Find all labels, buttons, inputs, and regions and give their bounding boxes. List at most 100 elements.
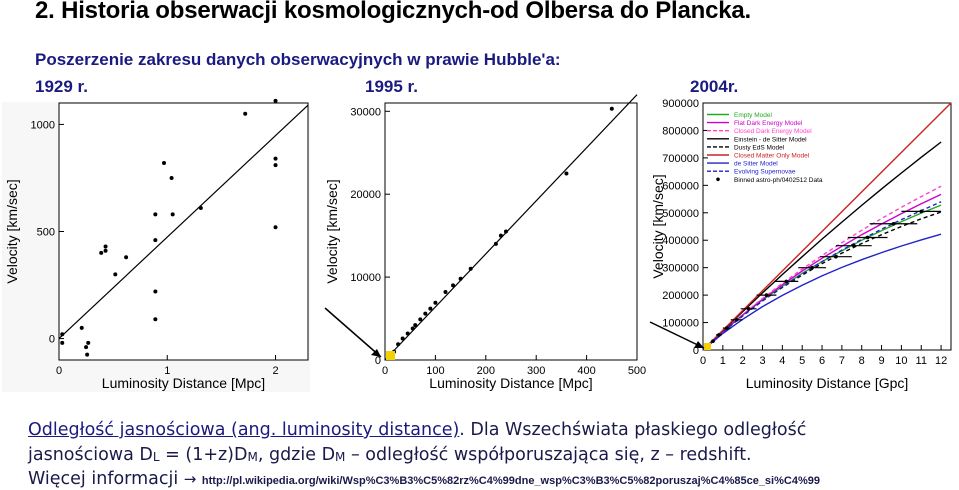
chart-1-data-point — [418, 317, 423, 322]
chart-0-x-tick-label: 0 — [56, 365, 62, 377]
body-line-1: Odległość jasnościowa (ang. luminosity d… — [28, 420, 806, 440]
chart-2-y-tick-label: 400000 — [662, 235, 699, 247]
slide-subtitle: Poszerzenie zakresu danych obserwacyjnyc… — [35, 50, 561, 69]
zoom-arrowhead-right — [694, 341, 704, 348]
chart-2-x-tick-label: 11 — [916, 355, 927, 367]
body-line-1-rest: . Dla Wszechświata płaskiego odległość — [459, 420, 807, 440]
chart-1-x-tick-label: 400 — [577, 365, 595, 377]
chart-0-data-point — [273, 225, 278, 230]
chart-1-data-point — [451, 283, 456, 288]
chart-1-y-tick-label: 0 — [375, 355, 381, 367]
chart-0-data-point — [60, 340, 65, 345]
chart-0-x-axis-label: Luminosity Distance [Mpc] — [102, 375, 265, 391]
chart-0-data-point — [273, 98, 278, 103]
chart-2-x-tick-label: 10 — [895, 355, 907, 367]
chart-2-x-tick-label: 1 — [720, 355, 726, 367]
body-line-2-c: , gdzie D — [257, 445, 336, 465]
chart-2-legend-label: Flat Dark Energy Model — [734, 120, 803, 127]
chart-2-y-tick-label: 300000 — [662, 263, 699, 275]
chart-2-series-line — [702, 233, 942, 351]
chart-0-x-tick-label: 2 — [272, 365, 278, 377]
chart-0-data-point — [99, 250, 104, 255]
chart-0-data-point — [162, 160, 167, 165]
chart-2-x-tick-label: 6 — [819, 355, 825, 367]
chart-0-data-point — [169, 175, 174, 180]
chart-2-binned-point — [711, 339, 715, 344]
chart-2-series-line — [702, 201, 942, 351]
body-line-2-b: = (1+z)D — [159, 445, 248, 465]
chart-2-legend-label: de Sitter Model — [734, 161, 778, 168]
chart-2-y-tick-label: 500000 — [662, 208, 699, 220]
chart-2-binned-point — [919, 209, 924, 214]
chart-2-legend-label: Closed Matter Only Model — [734, 153, 810, 160]
subscript-m-1: M — [247, 450, 258, 464]
chart-2-legend-label: Binned astro-ph/0402512 Data — [734, 177, 823, 184]
body-line-2-d: – odległość współporuszająca się, z – re… — [345, 445, 752, 465]
chart-2-y-axis-label: Velocity [km/sec] — [650, 174, 666, 278]
chart-0-data-point — [60, 332, 65, 337]
chart-2-legend-label: Closed Dark Energy Model — [734, 128, 812, 135]
chart-0-data-point — [103, 244, 108, 249]
body-line-3: Więcej informacji → http://pl.wikipedia.… — [28, 469, 820, 489]
chart-2-binned-point — [734, 318, 739, 322]
chart-0-data-point — [170, 212, 175, 217]
chart-2-binned-point — [717, 333, 721, 337]
chart-1-y-axis-label: Velocity [km/sec] — [324, 179, 340, 283]
chart-1-data-point — [493, 241, 498, 246]
chart-2-x-axis-label: Luminosity Distance [Gpc] — [746, 375, 909, 391]
chart-1-data-point — [423, 311, 428, 316]
chart-2-binned-point — [865, 235, 870, 240]
chart-2-binned-point — [746, 307, 751, 311]
chart-2-y-tick-label: 700000 — [662, 153, 699, 165]
chart-1-plot-area — [384, 102, 638, 361]
subscript-m-2: M — [335, 450, 346, 464]
zoom-arrow-left — [324, 307, 382, 358]
chart-1-data-point — [458, 276, 463, 281]
chart-1-y-tick-label: 20000 — [350, 189, 381, 201]
chart-0-data-point — [103, 248, 108, 253]
chart-2-y-tick-label: 100000 — [662, 318, 699, 330]
chart-2-y-tick-label: 200000 — [662, 290, 699, 302]
chart-0-data-point — [86, 340, 91, 345]
chart-2-x-tick-label: 2 — [740, 355, 746, 367]
chart-2-origin-highlight — [704, 343, 711, 350]
chart-2-binned-point — [834, 254, 838, 259]
chart-1-fit-line — [384, 94, 638, 361]
chart-2-x-tick-label: 4 — [779, 355, 785, 367]
year-label-2004: 2004r. — [690, 77, 739, 96]
chart-2-legend-label: Dusty EdS Model — [734, 144, 785, 151]
chart-2-binned-point — [725, 326, 729, 330]
body-line-2: jasnościowa DL = (1+z)DM, gdzie DM – odl… — [28, 445, 752, 465]
chart-1-data-point — [413, 323, 418, 328]
chart-2-y-tick-label: 0 — [693, 345, 699, 357]
zoom-arrowhead-left — [371, 349, 381, 357]
chart-1-x-tick-label: 100 — [426, 365, 444, 377]
chart-1-data-point — [428, 306, 433, 311]
chart-2-binned-point — [764, 293, 769, 297]
chart-0-data-point — [113, 272, 118, 277]
chart-0-data-point — [243, 111, 248, 116]
year-label-1995: 1995 r. — [365, 77, 418, 96]
chart-0-data-point — [273, 156, 278, 161]
chart-1-data-point — [396, 342, 401, 347]
chart-1-y-tick-label: 10000 — [350, 272, 381, 284]
slide-title: 2. Historia obserwacji kosmologicznych-o… — [35, 0, 752, 24]
zoom-arrow-right — [649, 321, 705, 349]
chart-1-data-point — [405, 331, 410, 336]
chart-2-x-tick-label: 12 — [935, 355, 947, 367]
chart-1-data-point — [609, 106, 614, 111]
chart-1-data-point — [498, 233, 503, 238]
chart-2-series-line — [702, 141, 942, 351]
chart-2-x-tick-label: 5 — [799, 355, 805, 367]
wikipedia-link[interactable]: http://pl.wikipedia.org/wiki/Wsp%C3%B3%C… — [201, 475, 820, 487]
chart-1-data-point — [443, 290, 448, 295]
chart-2-legend-label: Einstein - de Sitter Model — [734, 136, 807, 143]
chart-0-y-tick-label: 1000 — [31, 119, 55, 131]
chart-0-data-point — [198, 205, 203, 210]
chart-0-plot-area — [58, 102, 309, 361]
chart-1-x-tick-label: 200 — [477, 365, 495, 377]
arrow-right-icon: → — [183, 470, 197, 488]
chart-1-x-tick-label: 0 — [382, 365, 388, 377]
luminosity-distance-link[interactable]: Odległość jasnościowa (ang. luminosity d… — [28, 420, 460, 440]
chart-1-data-point — [564, 171, 569, 176]
